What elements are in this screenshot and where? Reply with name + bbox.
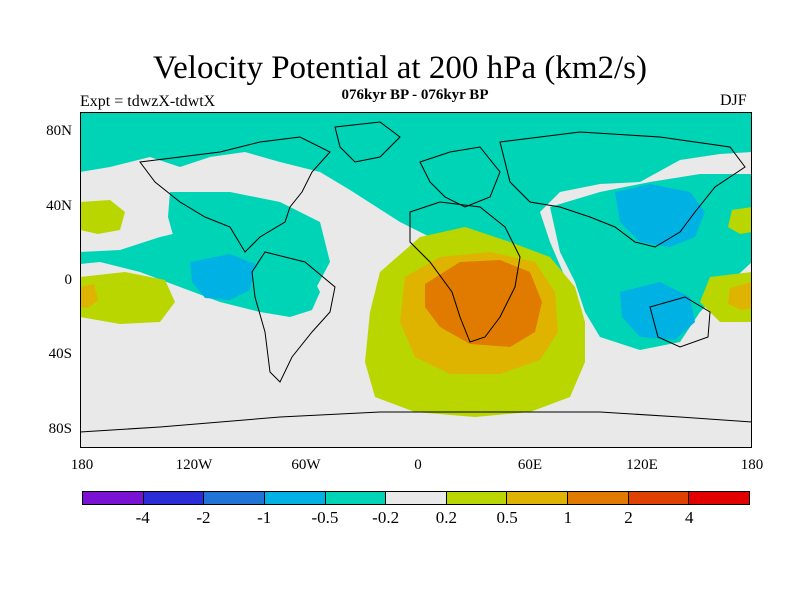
- contour-pos-west-pacific-s: [80, 272, 175, 324]
- velocity-potential-map: [80, 112, 752, 448]
- contour-neg-north-band: [80, 112, 752, 302]
- colorbar-tick-label: -4: [135, 508, 150, 527]
- contour-pos-high-africa: [425, 260, 542, 347]
- contour-neg-mid-america: [190, 254, 255, 300]
- map-canvas: [80, 112, 752, 448]
- colorbar-segment: [446, 492, 508, 504]
- colorbar-segment: [507, 492, 569, 504]
- contour-pos-east-edge-n: [728, 207, 752, 234]
- contour-neg-americas: [168, 192, 330, 302]
- colorbar: [82, 491, 750, 505]
- colorbar-tick-label: 2: [624, 508, 633, 527]
- colorbar-tick-label: -2: [196, 508, 211, 527]
- colorbar-segment: [568, 492, 629, 504]
- lon-label-120e: 120E: [626, 457, 658, 473]
- map-title: Velocity Potential at 200 hPa (km2/s): [152, 50, 648, 86]
- lat-label-40s: 40S: [48, 346, 72, 362]
- colorbar-segment: [628, 492, 690, 504]
- coast-south-america: [251, 251, 336, 383]
- colorbar-segment: [204, 492, 265, 504]
- contour-pos-mid-east-edge: [728, 282, 752, 310]
- lon-label-0: 0: [414, 457, 422, 473]
- lon-label-60w: 60W: [291, 457, 321, 473]
- colorbar-tick-label: -0.2: [372, 508, 400, 527]
- contour-neg-mid-asia: [615, 184, 705, 247]
- colorbar-segment: [689, 492, 750, 504]
- colorbar-segment: [386, 492, 447, 504]
- colorbar-tick-label: 0.5: [496, 508, 518, 527]
- coast-greenland: [334, 121, 401, 163]
- colorbar-tick-label: 1: [563, 508, 573, 527]
- season-label: DJF: [720, 92, 747, 109]
- colorbar-tick-label: 0.2: [435, 508, 457, 527]
- colorbar-segment: [264, 492, 326, 504]
- coast-australia: [649, 296, 711, 348]
- colorbar-segment: [143, 492, 205, 504]
- coast-europe: [419, 146, 501, 208]
- lon-label-120w: 120W: [175, 457, 213, 473]
- colorbar-segment: [83, 492, 144, 504]
- lon-label-60e: 60E: [517, 457, 543, 473]
- contour-neg-mid-maritime: [620, 282, 695, 340]
- coast-north-america: [139, 136, 331, 253]
- colorbar-tick-label: -1: [257, 508, 272, 527]
- contour-pos-west-pacific-n: [80, 200, 125, 234]
- colorbar-tick-label: 4: [685, 508, 694, 527]
- lat-label-0: 0: [64, 272, 73, 288]
- lat-label-80s: 80S: [48, 421, 72, 437]
- colorbar-tick-label: -0.5: [311, 508, 339, 527]
- lon-label-180w: 180: [70, 457, 94, 473]
- coast-africa: [409, 201, 521, 343]
- lat-label-80n: 80N: [46, 123, 72, 139]
- lon-label-180e: 180: [740, 457, 764, 473]
- coast-antarctica: [80, 411, 752, 433]
- experiment-label: Expt = tdwzX-tdwtX: [80, 93, 216, 110]
- contour-pos-east-edge-s: [700, 272, 752, 322]
- colorbar-segment: [325, 492, 387, 504]
- coastlines: [80, 121, 752, 433]
- coast-asia: [499, 131, 746, 248]
- contour-pos-mid-west-edge: [80, 284, 98, 308]
- map-subtitle: 076kyr BP - 076kyr BP: [341, 87, 489, 103]
- lat-label-40n: 40N: [46, 198, 72, 214]
